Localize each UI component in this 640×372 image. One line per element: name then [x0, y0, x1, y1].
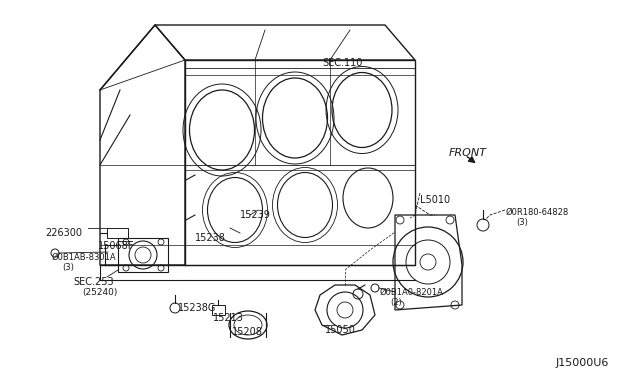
Text: Ø0B1AB-8301A: Ø0B1AB-8301A — [52, 253, 116, 262]
Text: (2): (2) — [390, 298, 402, 307]
Text: FRONT: FRONT — [449, 148, 487, 158]
Text: J15000U6: J15000U6 — [556, 358, 609, 368]
Text: (3): (3) — [62, 263, 74, 272]
Text: 15213: 15213 — [213, 313, 244, 323]
Text: 15238G: 15238G — [178, 303, 216, 313]
Text: Ø0R180-64828: Ø0R180-64828 — [506, 208, 569, 217]
Text: 15068F: 15068F — [98, 241, 134, 251]
Text: Ø0B1A0-8201A: Ø0B1A0-8201A — [380, 288, 444, 297]
Text: L5010: L5010 — [420, 195, 450, 205]
Text: (25240): (25240) — [82, 288, 117, 297]
Text: 226300: 226300 — [45, 228, 82, 238]
Text: (3): (3) — [516, 218, 528, 227]
Text: SEC.253: SEC.253 — [73, 277, 114, 287]
Text: 15208: 15208 — [232, 327, 263, 337]
Text: 15238: 15238 — [195, 233, 226, 243]
Text: SEC.110: SEC.110 — [322, 58, 362, 68]
Text: 15050: 15050 — [325, 325, 356, 335]
Text: 15239: 15239 — [240, 210, 271, 220]
